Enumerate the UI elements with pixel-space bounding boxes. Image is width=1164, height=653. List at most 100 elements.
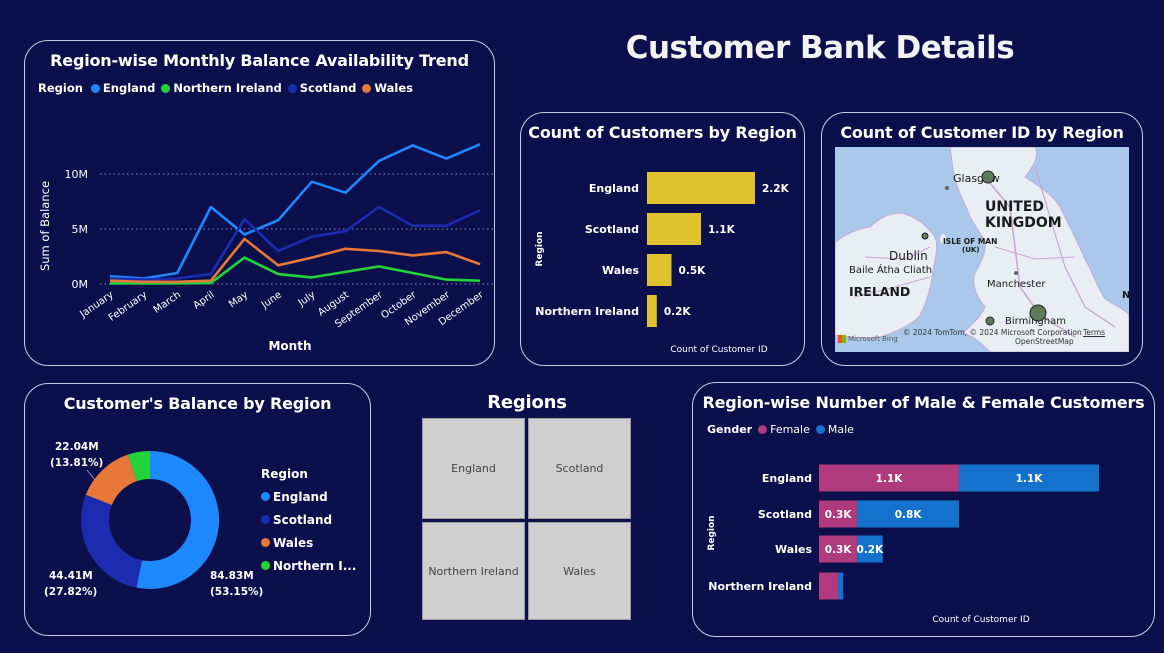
donut-label-wales-value: 22.04M xyxy=(55,441,99,453)
trend-legend-label: Northern Ireland xyxy=(173,81,282,95)
count-category-label: England xyxy=(589,182,639,195)
count-bar-england xyxy=(647,172,755,204)
donut-slice-scotland xyxy=(81,494,142,588)
trend-x-tick: July xyxy=(296,289,318,309)
legend-dot-icon xyxy=(261,515,270,524)
donut-slice-wales xyxy=(85,454,137,505)
gender-bar-female-scotland xyxy=(819,500,858,528)
trend-legend-wales[interactable]: Wales xyxy=(362,81,413,95)
count-by-region-card[interactable]: Count of Customers by Region Region Engla… xyxy=(520,112,805,366)
map-label-united: UNITED xyxy=(985,199,1045,215)
map-label-dublin: Dublin xyxy=(889,249,928,263)
map-label-edge-n: N xyxy=(1122,290,1129,301)
count-category-label: Wales xyxy=(602,264,639,277)
region-tile-wales[interactable]: Wales xyxy=(528,522,631,620)
map-bubble-england xyxy=(1029,304,1047,322)
donut-slice-england xyxy=(136,451,220,589)
donut-label-england-pct: (53.15%) xyxy=(210,586,263,598)
count-bar-northern-ireland xyxy=(647,295,657,327)
legend-dot-icon xyxy=(261,538,270,547)
count-by-region-chart: Region England 2.2K Scotland 1.1K Wales 0.5K No… xyxy=(535,172,790,355)
donut-legend-label: England xyxy=(273,489,328,504)
map-land xyxy=(835,147,1129,352)
trend-legend-label: Wales xyxy=(374,81,413,95)
map-terms-link[interactable]: Terms xyxy=(1083,328,1106,337)
gender-bar-male-northern-ireland xyxy=(838,572,844,600)
donut-legend-england[interactable]: England xyxy=(261,485,356,508)
map-label-kingdom: KINGDOM xyxy=(985,215,1062,231)
trend-line-wales xyxy=(109,237,481,284)
region-tile-england[interactable]: England xyxy=(422,418,525,519)
count-bar-value-label: 0.5K xyxy=(679,265,707,277)
gender-bar-value-label: 0.3K xyxy=(825,544,853,556)
gender-category-label: England xyxy=(762,472,812,485)
legend-dot-icon xyxy=(362,83,372,93)
legend-dot-icon xyxy=(758,425,768,434)
region-tile-scotland[interactable]: Scotland xyxy=(528,418,631,519)
donut-legend-title: Region xyxy=(261,467,308,481)
balance-by-region-title: Customer's Balance by Region xyxy=(63,394,332,413)
gender-legend-female[interactable]: Female xyxy=(758,423,810,436)
donut-label-scotland-value: 44.41M xyxy=(49,570,93,582)
count-bar-value-label: 0.2K xyxy=(664,306,692,318)
trend-legend-label: Scotland xyxy=(299,81,357,95)
trend-legend-northern-ireland[interactable]: Northern Ireland xyxy=(161,81,282,95)
donut-legend-scotland[interactable]: Scotland xyxy=(261,508,356,531)
trend-line-england xyxy=(109,143,481,280)
map-title: Count of Customer ID by Region xyxy=(840,123,1124,142)
gender-by-region-chart: Region England 1.1K 1.1K Scotland 0.3K 0.8K Wal… xyxy=(707,464,1099,625)
map-label-ireland: IRELAND xyxy=(849,284,911,299)
map-label-uk: (UK) xyxy=(962,246,980,254)
map-label-birmingham: Birmingham xyxy=(1005,316,1066,327)
gender-legend: Gender Female Male xyxy=(707,423,860,436)
map-label-baile: Baile Átha Cliath xyxy=(849,265,933,276)
gender-bar-value-label: 1.1K xyxy=(1016,473,1044,485)
trend-y-tick: 0M xyxy=(72,278,89,291)
gender-legend-label: Male xyxy=(827,423,854,436)
trend-line-scotland xyxy=(109,205,481,281)
donut-legend-northern-ireland[interactable]: Northern I... xyxy=(261,554,356,577)
trend-x-label: Month xyxy=(268,339,311,353)
count-bar-wales xyxy=(647,254,672,286)
legend-dot-icon xyxy=(261,561,270,570)
donut-label-scotland-pct: (27.82%) xyxy=(44,586,97,598)
donut-legend: Region England Scotland Wales Northern I... xyxy=(261,467,356,577)
count-category-label: Northern Ireland xyxy=(535,305,639,318)
legend-dot-icon xyxy=(261,492,270,501)
balance-trend-card[interactable]: Region-wise Monthly Balance Availability… xyxy=(24,40,495,366)
gender-by-region-title: Region-wise Number of Male & Female Cust… xyxy=(702,393,1145,412)
trend-legend-title: Region xyxy=(38,81,83,95)
legend-dot-icon xyxy=(161,83,171,93)
trend-legend: Region England Northern Ireland Scotland Wa… xyxy=(38,81,419,95)
gender-bar-female-england xyxy=(819,464,959,492)
gender-by-region-card[interactable]: Region-wise Number of Male & Female Cust… xyxy=(692,382,1155,637)
trend-legend-england[interactable]: England xyxy=(90,81,155,95)
gender-legend-male[interactable]: Male xyxy=(815,423,854,436)
donut-label-wales-pct: (13.81%) xyxy=(50,457,103,469)
region-tile-northern-ireland[interactable]: Northern Ireland xyxy=(422,522,525,620)
trend-legend-scotland[interactable]: Scotland xyxy=(287,81,357,95)
trend-y-label: Sum of Balance xyxy=(38,181,52,271)
gender-legend-title: Gender xyxy=(707,423,753,436)
gender-y-label: Region xyxy=(707,515,717,550)
gender-category-label: Wales xyxy=(775,543,812,556)
count-by-region-title: Count of Customers by Region xyxy=(528,123,797,142)
map-bubble-wales xyxy=(985,316,995,326)
gender-bar-female-wales xyxy=(819,535,858,563)
count-category-label: Scotland xyxy=(585,223,639,236)
legend-dot-icon xyxy=(815,425,825,434)
gender-bar-value-label: 0.3K xyxy=(825,509,853,521)
gender-bar-male-scotland xyxy=(857,500,959,528)
map-bubble-northern-ireland xyxy=(921,232,929,240)
map-bubble-scotland xyxy=(981,170,995,184)
trend-x-tick: April xyxy=(192,289,217,311)
gender-category-label: Northern Ireland xyxy=(708,580,812,593)
balance-by-region-card[interactable]: Customer's Balance by Region 22.04M (13.8… xyxy=(24,383,371,636)
gender-bar-male-england xyxy=(959,464,1099,492)
region-map[interactable]: Glasgow UNITED KINGDOM ISLE OF MAN (UK) … xyxy=(835,147,1129,352)
donut-legend-wales[interactable]: Wales xyxy=(261,531,356,554)
balance-by-region-chart: 22.04M (13.81%) 44.41M (27.82%) 84.83M (53.15… xyxy=(44,441,263,598)
map-osm-credit: OpenStreetMap xyxy=(1015,337,1074,346)
gender-legend-label: Female xyxy=(770,423,810,436)
